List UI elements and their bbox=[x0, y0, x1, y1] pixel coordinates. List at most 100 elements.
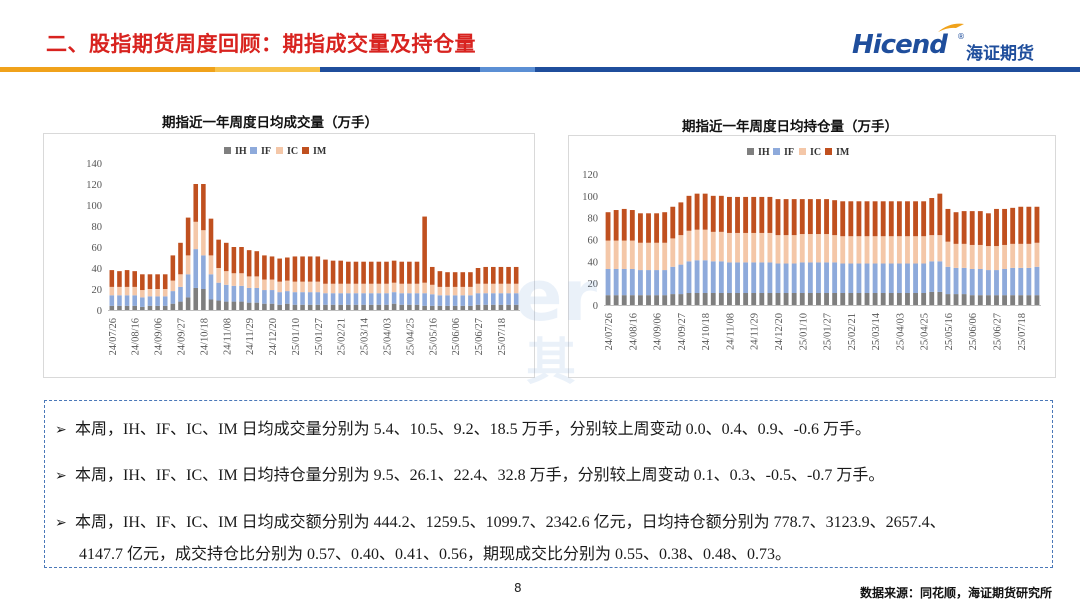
bar-ic bbox=[646, 242, 651, 271]
x-tick-label: 24/08/16 bbox=[628, 313, 639, 350]
bar-im bbox=[201, 184, 206, 231]
bar-im bbox=[953, 212, 959, 244]
bar-im bbox=[300, 256, 305, 282]
bar-im bbox=[727, 196, 732, 233]
bar-if bbox=[961, 267, 967, 295]
bar-if bbox=[399, 293, 405, 305]
bar-if bbox=[315, 292, 321, 305]
bar-ic bbox=[384, 283, 389, 294]
bar-ih bbox=[498, 304, 504, 310]
bar-ih bbox=[840, 292, 846, 305]
open-interest-chart-title: 期指近一年周度日均持仓量（万手） bbox=[682, 119, 898, 135]
bar-ic bbox=[727, 232, 732, 263]
bar-ic bbox=[185, 255, 191, 275]
bar-if bbox=[670, 266, 676, 295]
bar-if bbox=[269, 290, 275, 304]
bar-im bbox=[323, 259, 328, 284]
bar-ih bbox=[961, 294, 967, 305]
bar-ic bbox=[391, 282, 397, 293]
bar-im bbox=[654, 213, 660, 243]
bar-if bbox=[452, 295, 458, 306]
bar-ih bbox=[621, 295, 627, 305]
bar-ic bbox=[353, 283, 359, 294]
bar-ih bbox=[285, 303, 290, 310]
bar-ih bbox=[437, 305, 443, 310]
legend-label-ic: IC bbox=[287, 146, 298, 157]
bar-ih bbox=[945, 294, 951, 305]
bar-ic bbox=[1010, 243, 1016, 268]
bar-if bbox=[323, 293, 328, 305]
bar-if bbox=[953, 267, 959, 295]
bar-im bbox=[414, 261, 420, 284]
y-tick-label: 40 bbox=[92, 264, 103, 275]
x-tick-label: 24/07/26 bbox=[108, 318, 119, 355]
bar-ih bbox=[483, 304, 488, 310]
bar-if bbox=[414, 293, 420, 305]
bar-ic bbox=[1002, 244, 1008, 269]
bar-ih bbox=[162, 305, 168, 310]
bar-im bbox=[292, 256, 298, 282]
legend-swatch-im bbox=[302, 147, 309, 154]
x-tick-label: 25/05/16 bbox=[944, 313, 955, 350]
bar-if bbox=[346, 293, 351, 305]
bar-ih bbox=[848, 292, 854, 305]
bar-ih bbox=[710, 292, 716, 305]
legend-label-ih: IH bbox=[758, 147, 770, 158]
bar-im bbox=[269, 256, 275, 280]
bar-im bbox=[775, 199, 781, 236]
x-tick-label: 25/03/14 bbox=[360, 317, 371, 355]
bar-if bbox=[223, 284, 229, 302]
bar-ic bbox=[961, 243, 967, 268]
bar-if bbox=[1026, 267, 1032, 296]
bar-ih bbox=[262, 303, 267, 310]
bar-if bbox=[216, 282, 221, 301]
bar-ih bbox=[1002, 295, 1008, 305]
bar-im bbox=[407, 261, 412, 284]
bar-ic bbox=[994, 246, 999, 271]
bar-if bbox=[759, 262, 765, 293]
bar-im bbox=[239, 247, 244, 274]
bar-ih bbox=[953, 294, 959, 305]
x-tick-label: 25/01/27 bbox=[823, 313, 834, 350]
bar-if bbox=[905, 263, 910, 293]
bar-im bbox=[718, 195, 724, 232]
bar-ih bbox=[346, 304, 351, 310]
bar-ic bbox=[670, 238, 676, 267]
bar-im bbox=[491, 266, 496, 284]
bar-im bbox=[824, 199, 829, 235]
bar-ih bbox=[391, 303, 397, 310]
bar-ic bbox=[686, 230, 692, 262]
bar-im bbox=[429, 266, 435, 285]
bar-im bbox=[147, 274, 153, 289]
registered-mark-icon: ® bbox=[957, 32, 965, 41]
bar-if bbox=[832, 262, 838, 293]
bar-ic bbox=[407, 283, 412, 294]
bar-ic bbox=[307, 281, 313, 293]
bar-ih bbox=[109, 305, 115, 310]
y-tick-label: 20 bbox=[92, 285, 103, 296]
bar-if bbox=[637, 270, 643, 296]
note-text: 本周，IH、IF、IC、IM 日均成交额分别为 444.2、1259.5、109… bbox=[75, 514, 946, 531]
bar-ic bbox=[1034, 242, 1040, 267]
bar-ic bbox=[117, 286, 122, 296]
y-tick-label: 80 bbox=[588, 214, 599, 225]
bar-if bbox=[929, 261, 935, 292]
x-tick-label: 24/11/29 bbox=[245, 318, 256, 355]
bar-ih bbox=[414, 304, 420, 310]
bar-ih bbox=[702, 292, 708, 305]
bar-ih bbox=[775, 292, 781, 305]
bar-if bbox=[422, 293, 427, 306]
y-tick-label: 0 bbox=[97, 306, 102, 317]
bar-im bbox=[816, 199, 821, 235]
bar-im bbox=[475, 268, 481, 284]
x-tick-label: 25/03/14 bbox=[871, 312, 882, 350]
bar-ic bbox=[807, 234, 813, 263]
page-title: 二、股指期货周度回顾：期指成交量及持仓量 bbox=[46, 32, 476, 56]
bar-ih bbox=[832, 292, 838, 305]
bar-ic bbox=[330, 283, 336, 294]
bar-ic bbox=[710, 231, 716, 262]
logo-swoosh-icon bbox=[938, 23, 964, 32]
bar-if bbox=[170, 291, 176, 304]
bar-im bbox=[246, 250, 252, 277]
x-tick-label: 25/01/27 bbox=[314, 318, 325, 355]
